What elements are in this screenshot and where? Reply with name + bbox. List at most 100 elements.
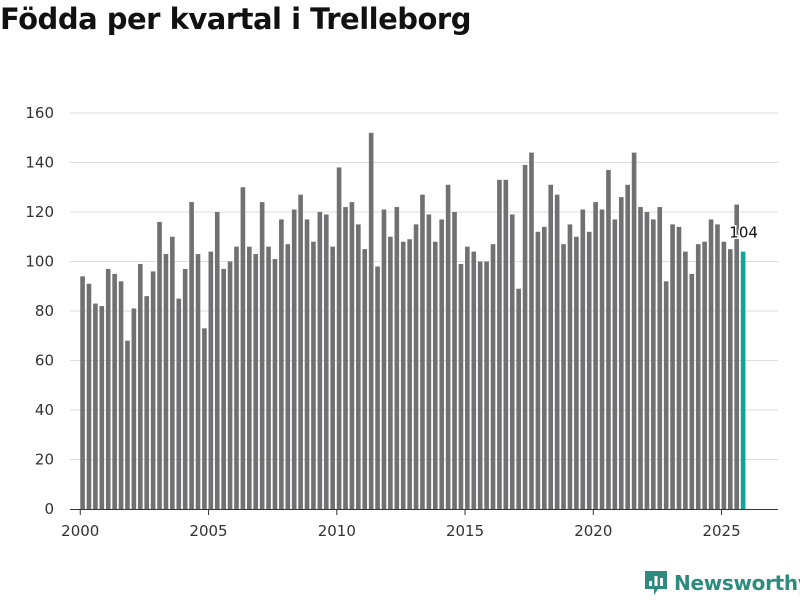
y-tick-label: 20 [35, 451, 54, 469]
bar [137, 263, 143, 509]
x-tick-label: 2020 [574, 522, 612, 540]
bar [561, 244, 566, 509]
bar [298, 194, 303, 509]
bar [580, 209, 586, 509]
bar [522, 164, 528, 509]
y-tick-label: 40 [35, 401, 54, 419]
bar [657, 207, 663, 510]
bar [529, 152, 534, 509]
bar [349, 202, 355, 509]
bar [465, 246, 470, 509]
bar [227, 261, 233, 509]
bar [407, 239, 412, 509]
bar [279, 219, 284, 509]
bar [554, 194, 560, 509]
bar [150, 271, 156, 509]
bar [420, 194, 425, 509]
bar [99, 306, 105, 509]
bar [477, 261, 483, 509]
bar [176, 298, 182, 510]
bar [272, 259, 278, 509]
x-tick-label: 2005 [189, 522, 227, 540]
bar [195, 254, 201, 509]
bar [388, 236, 393, 509]
bar [548, 184, 554, 509]
bar [542, 226, 547, 509]
bar [182, 268, 188, 509]
bar [606, 169, 611, 509]
x-axis: 2000 2005 2010 2015 2020 2025 [61, 509, 778, 540]
bar [509, 214, 515, 509]
bar [625, 184, 630, 509]
bar [721, 241, 727, 509]
newsworthy-brand[interactable]: Newsworthy [644, 570, 800, 596]
bar [490, 244, 496, 509]
bar [426, 214, 432, 509]
bar [458, 263, 464, 509]
bar [676, 226, 682, 509]
bar [208, 251, 214, 509]
bar [336, 167, 342, 509]
y-axis: 0 20 40 60 80 100 120 140 160 [25, 104, 54, 518]
bar [484, 261, 489, 509]
brand-name: Newsworthy [674, 571, 800, 595]
y-tick-label: 0 [44, 500, 54, 518]
bars [80, 132, 746, 510]
bar [170, 236, 175, 509]
bar [93, 303, 98, 509]
bar [240, 187, 246, 509]
bar [715, 224, 720, 510]
bar [131, 308, 137, 509]
bar [311, 241, 316, 509]
bar [86, 283, 92, 509]
bar [644, 212, 650, 509]
bar [163, 254, 169, 509]
bar [400, 241, 406, 509]
bar [574, 236, 579, 509]
bar [599, 209, 605, 509]
bar [689, 273, 695, 510]
bar [651, 219, 656, 509]
bar [638, 207, 643, 510]
bar [683, 251, 688, 509]
bar [368, 132, 374, 510]
bar [362, 249, 368, 510]
bar [432, 241, 438, 509]
bar [695, 244, 701, 509]
y-tick-label: 120 [25, 203, 54, 221]
last-value-label: 104 [729, 224, 758, 242]
newsworthy-logo-icon [645, 571, 667, 595]
bar [727, 249, 733, 510]
bar [291, 209, 297, 509]
bar [356, 224, 361, 510]
bar [202, 328, 207, 509]
bar [375, 266, 380, 509]
bar [118, 281, 124, 509]
bar-highlight [740, 251, 746, 509]
bar [708, 219, 714, 509]
bar [394, 207, 400, 510]
bar [330, 246, 335, 509]
bar [259, 202, 265, 509]
bar [214, 212, 220, 509]
bar [618, 197, 624, 509]
bar [157, 221, 162, 509]
bar [304, 219, 310, 509]
bar [503, 179, 509, 509]
x-tick-label: 2010 [318, 522, 356, 540]
bar [497, 179, 502, 509]
bar [445, 184, 451, 509]
bar [535, 231, 541, 510]
bar [567, 224, 573, 510]
y-tick-label: 100 [25, 253, 54, 271]
bar [734, 204, 740, 509]
bar [105, 268, 111, 509]
bar [586, 231, 592, 510]
bar [80, 276, 85, 509]
bar [381, 209, 387, 509]
bar [663, 281, 669, 509]
bar [189, 202, 194, 509]
y-tick-label: 60 [35, 352, 54, 370]
y-tick-label: 80 [35, 302, 54, 320]
